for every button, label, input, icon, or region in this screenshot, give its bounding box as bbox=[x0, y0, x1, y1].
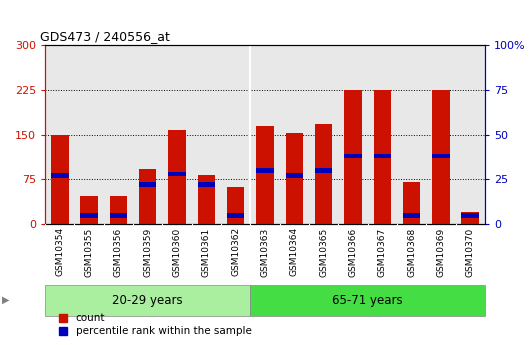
Text: GSM10364: GSM10364 bbox=[290, 227, 299, 276]
Text: GSM10363: GSM10363 bbox=[261, 227, 269, 277]
Legend: count, percentile rank within the sample: count, percentile rank within the sample bbox=[59, 313, 252, 336]
Bar bbox=[403, 183, 420, 224]
Bar bbox=[286, 134, 303, 224]
Text: GDS473 / 240556_at: GDS473 / 240556_at bbox=[40, 30, 170, 43]
Bar bbox=[344, 90, 362, 224]
Text: GSM10368: GSM10368 bbox=[407, 227, 416, 277]
Bar bbox=[168, 171, 186, 176]
Bar bbox=[315, 124, 332, 224]
Bar bbox=[51, 174, 68, 178]
Text: GSM10370: GSM10370 bbox=[466, 227, 475, 277]
Text: GSM10356: GSM10356 bbox=[114, 227, 123, 277]
Text: GSM10361: GSM10361 bbox=[202, 227, 211, 277]
Bar bbox=[374, 154, 391, 158]
Text: GSM10362: GSM10362 bbox=[231, 227, 240, 276]
Bar bbox=[51, 135, 68, 224]
Text: GSM10365: GSM10365 bbox=[319, 227, 328, 277]
Bar bbox=[256, 168, 274, 173]
Text: ▶: ▶ bbox=[2, 295, 9, 305]
Bar bbox=[110, 196, 127, 224]
Bar bbox=[344, 154, 362, 158]
Bar bbox=[168, 130, 186, 224]
Bar bbox=[110, 213, 127, 218]
Bar bbox=[256, 126, 274, 224]
Text: 65-71 years: 65-71 years bbox=[332, 294, 403, 307]
Bar bbox=[198, 183, 215, 187]
Text: GSM10355: GSM10355 bbox=[85, 227, 93, 277]
Bar bbox=[198, 175, 215, 224]
Bar bbox=[139, 169, 156, 224]
Bar bbox=[227, 213, 244, 218]
Bar bbox=[45, 285, 250, 316]
Bar bbox=[462, 213, 479, 218]
Bar bbox=[374, 90, 391, 224]
Text: GSM10367: GSM10367 bbox=[378, 227, 387, 277]
Bar bbox=[80, 196, 98, 224]
Bar bbox=[403, 213, 420, 218]
Text: GSM10366: GSM10366 bbox=[349, 227, 357, 277]
Bar bbox=[286, 174, 303, 178]
Text: 20-29 years: 20-29 years bbox=[112, 294, 183, 307]
Bar bbox=[432, 90, 450, 224]
Text: GSM10354: GSM10354 bbox=[55, 227, 64, 276]
Bar bbox=[432, 154, 450, 158]
Bar bbox=[250, 285, 485, 316]
Bar bbox=[227, 187, 244, 224]
Bar bbox=[462, 212, 479, 224]
Text: GSM10360: GSM10360 bbox=[173, 227, 181, 277]
Bar bbox=[80, 213, 98, 218]
Text: GSM10359: GSM10359 bbox=[143, 227, 152, 277]
Text: GSM10369: GSM10369 bbox=[437, 227, 445, 277]
Bar bbox=[315, 168, 332, 173]
Bar bbox=[139, 183, 156, 187]
